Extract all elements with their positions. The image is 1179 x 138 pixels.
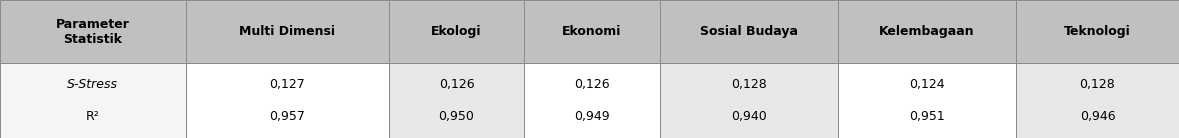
Bar xyxy=(185,0,389,63)
Bar xyxy=(1016,63,1179,138)
Text: Ekonomi: Ekonomi xyxy=(562,25,621,38)
Bar xyxy=(0,63,185,138)
Text: 0,126: 0,126 xyxy=(439,78,474,91)
Text: 0,940: 0,940 xyxy=(731,110,766,123)
Text: 0,128: 0,128 xyxy=(731,78,766,91)
Text: 0,950: 0,950 xyxy=(439,110,474,123)
Text: 0,946: 0,946 xyxy=(1080,110,1115,123)
Text: Parameter
Statistik: Parameter Statistik xyxy=(55,18,130,46)
Text: Multi Dimensi: Multi Dimensi xyxy=(239,25,335,38)
Text: 0,949: 0,949 xyxy=(574,110,610,123)
Bar xyxy=(838,63,1016,138)
Text: Ekologi: Ekologi xyxy=(432,25,482,38)
Text: 0,126: 0,126 xyxy=(574,78,610,91)
Bar xyxy=(389,63,525,138)
Bar xyxy=(185,63,389,138)
Bar xyxy=(660,63,838,138)
Text: S-Stress: S-Stress xyxy=(67,78,118,91)
Text: 0,951: 0,951 xyxy=(909,110,944,123)
Bar xyxy=(0,0,185,63)
Text: Kelembagaan: Kelembagaan xyxy=(880,25,975,38)
Bar xyxy=(389,0,525,63)
Text: 0,124: 0,124 xyxy=(909,78,944,91)
Bar xyxy=(838,0,1016,63)
Bar xyxy=(525,0,660,63)
Text: 0,127: 0,127 xyxy=(269,78,305,91)
Text: 0,957: 0,957 xyxy=(269,110,305,123)
Text: 0,128: 0,128 xyxy=(1080,78,1115,91)
Bar xyxy=(1016,0,1179,63)
Bar xyxy=(660,0,838,63)
Text: Teknologi: Teknologi xyxy=(1065,25,1131,38)
Text: R²: R² xyxy=(86,110,100,123)
Bar xyxy=(525,63,660,138)
Text: Sosial Budaya: Sosial Budaya xyxy=(700,25,798,38)
